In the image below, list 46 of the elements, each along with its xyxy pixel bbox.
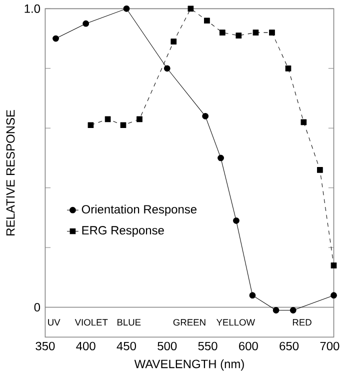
point — [232, 217, 240, 224]
point — [300, 119, 306, 126]
annotation: RED — [292, 319, 312, 326]
point — [104, 116, 111, 122]
point — [204, 18, 210, 24]
point — [316, 166, 323, 173]
annotation: GREEN — [173, 319, 206, 326]
x-tick-label: 500 — [157, 342, 176, 350]
point — [330, 262, 336, 268]
annotation: BLUE — [117, 319, 140, 326]
x-tick-label: 350 — [35, 342, 55, 350]
x-tick-label: 400 — [76, 342, 96, 350]
y-axis-title: RELATIVE RESPONSE — [6, 110, 15, 236]
annotation: VIOLET — [74, 319, 108, 326]
x-tick-label: 700 — [320, 342, 340, 350]
point — [268, 30, 275, 36]
point — [236, 32, 242, 38]
x-tick-label: 650 — [279, 342, 298, 350]
point — [217, 154, 224, 162]
point — [285, 65, 291, 72]
point — [170, 38, 176, 44]
point — [272, 307, 280, 314]
point — [82, 20, 89, 27]
point — [330, 292, 337, 299]
point — [252, 30, 258, 36]
y-tick-label: 0 — [34, 303, 40, 312]
point — [120, 122, 126, 128]
point — [164, 65, 170, 72]
legend-label: Orientation Response — [82, 204, 196, 216]
x-axis-title: WAVELENGTH (nm) — [134, 359, 244, 371]
point — [88, 122, 94, 128]
legend-label: ERG Response — [82, 226, 164, 237]
point — [188, 6, 194, 12]
point — [52, 35, 59, 42]
point — [290, 307, 296, 314]
annotation: UV — [48, 319, 60, 326]
point — [202, 112, 208, 120]
x-tick-label: 450 — [116, 342, 136, 350]
x-tick-label: 600 — [238, 342, 258, 350]
point — [136, 116, 142, 122]
x-tick-label: 550 — [198, 342, 218, 350]
point — [123, 5, 130, 12]
point — [219, 30, 226, 36]
y-tick-label: 1.0 — [24, 4, 40, 13]
point — [249, 292, 256, 299]
annotation: YELLOW — [216, 319, 255, 326]
